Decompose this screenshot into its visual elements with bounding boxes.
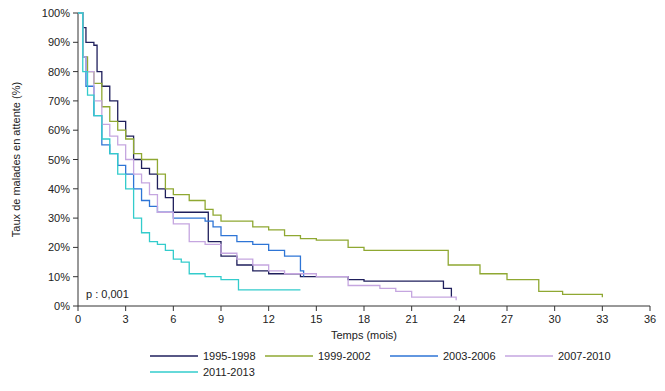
x-tick-label: 30 xyxy=(549,313,561,325)
legend-label: 2007-2010 xyxy=(558,350,611,362)
x-tick xyxy=(507,306,508,311)
y-axis-label: Taux de malades en attente (%) xyxy=(10,82,22,237)
y-tick xyxy=(73,306,78,307)
y-tick xyxy=(73,42,78,43)
series-line xyxy=(78,13,451,297)
x-tick xyxy=(268,306,269,311)
y-tick-label: 10% xyxy=(48,271,70,283)
y-tick xyxy=(73,188,78,189)
legend-label: 2011-2013 xyxy=(203,366,255,378)
series-line xyxy=(78,13,456,300)
x-tick-label: 33 xyxy=(596,313,608,325)
y-tick-label: 90% xyxy=(48,36,70,48)
y-tick-label: 60% xyxy=(48,124,70,136)
legend-swatch xyxy=(265,355,313,357)
x-tick-label: 21 xyxy=(406,313,418,325)
y-tick xyxy=(73,130,78,131)
y-tick-label: 50% xyxy=(48,154,70,166)
legend-swatch xyxy=(505,355,553,357)
legend-swatch xyxy=(150,371,198,373)
legend: 1995-1998 1999-2002 2003-2006 2007-2010 2011… xyxy=(150,350,611,378)
y-tick-label: 20% xyxy=(48,241,70,253)
page: {"chart_data": { "type": "step", "x_labe… xyxy=(0,0,665,391)
x-tick xyxy=(173,306,174,311)
y-tick xyxy=(73,13,78,14)
chart: 0%10%20%30%40%50%60%70%80%90%100%0369121… xyxy=(0,0,665,391)
x-tick xyxy=(125,306,126,311)
legend-label: 1995-1998 xyxy=(203,350,256,362)
x-tick-label: 12 xyxy=(263,313,275,325)
x-tick xyxy=(411,306,412,311)
x-tick-label: 18 xyxy=(358,313,370,325)
y-tick xyxy=(73,71,78,72)
series-line xyxy=(78,13,602,297)
y-tick-label: 80% xyxy=(48,66,70,78)
y-tick xyxy=(73,100,78,101)
y-tick-label: 30% xyxy=(48,212,70,224)
x-tick-label: 24 xyxy=(453,313,465,325)
y-tick-label: 100% xyxy=(42,7,70,19)
annotation: p : 0,001 xyxy=(86,288,129,300)
x-tick xyxy=(554,306,555,311)
x-tick xyxy=(78,306,79,311)
x-tick-label: 0 xyxy=(75,313,81,325)
x-tick-label: 9 xyxy=(218,313,224,325)
y-tick-label: 40% xyxy=(48,183,70,195)
x-tick-label: 3 xyxy=(123,313,129,325)
plot-area xyxy=(78,13,602,300)
y-tick xyxy=(73,276,78,277)
x-tick xyxy=(364,306,365,311)
x-tick xyxy=(650,306,651,311)
y-tick-label: 0% xyxy=(54,300,70,312)
y-tick xyxy=(73,218,78,219)
x-tick-label: 6 xyxy=(170,313,176,325)
legend-label: 2003-2006 xyxy=(443,350,496,362)
x-tick xyxy=(602,306,603,311)
y-tick xyxy=(73,247,78,248)
x-tick xyxy=(459,306,460,311)
legend-swatch xyxy=(150,355,198,357)
x-tick xyxy=(316,306,317,311)
x-tick-label: 15 xyxy=(310,313,322,325)
y-tick xyxy=(73,159,78,160)
x-axis-label: Temps (mois) xyxy=(331,329,397,341)
legend-swatch xyxy=(390,355,438,357)
x-tick-label: 36 xyxy=(644,313,656,325)
legend-label: 1999-2002 xyxy=(318,350,371,362)
x-tick xyxy=(221,306,222,311)
series-line xyxy=(78,13,304,277)
background xyxy=(0,0,665,391)
series-line xyxy=(78,13,300,290)
y-tick-label: 70% xyxy=(48,95,70,107)
x-tick-label: 27 xyxy=(501,313,513,325)
